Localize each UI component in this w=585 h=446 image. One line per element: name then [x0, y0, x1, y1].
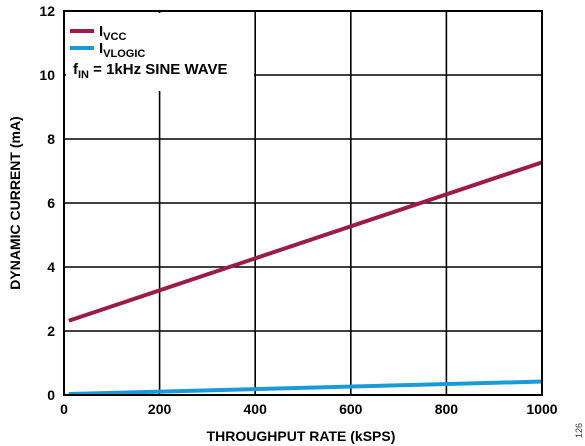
legend: IVCC IVLOGIC fIN = 1kHz SINE WAVE: [70, 23, 228, 81]
figure-reference-id: 126: [574, 423, 584, 438]
y-tick-label-0: 0: [47, 387, 55, 403]
legend-label-ivlogic: IVLOGIC: [99, 40, 145, 60]
x-tick-labels: 0 200 400 600 800 1000: [60, 401, 558, 417]
x-tick-label-4: 800: [435, 401, 459, 417]
x-tick-label-2: 400: [244, 401, 268, 417]
plot-frame: [63, 10, 543, 396]
x-tick-label-5: 1000: [526, 401, 557, 417]
y-tick-label-1: 2: [47, 323, 55, 339]
y-tick-label-3: 6: [47, 195, 55, 211]
y-tick-labels: 0 2 4 6 8 10 12: [39, 3, 55, 403]
grid-lines: [64, 11, 542, 395]
legend-label-ivcc: IVCC: [99, 23, 126, 43]
x-tick-label-3: 600: [339, 401, 363, 417]
y-tick-label-2: 4: [47, 259, 55, 275]
x-tick-label-0: 0: [60, 401, 68, 417]
series-line-ivcc: [68, 160, 543, 323]
series-line-ivlogic: [68, 379, 543, 397]
y-tick-label-4: 8: [47, 131, 55, 147]
x-axis-title: THROUGHPUT RATE (kSPS): [207, 428, 396, 444]
y-tick-label-5: 10: [39, 67, 55, 83]
condition-annotation: fIN = 1kHz SINE WAVE: [73, 61, 228, 81]
legend-background: [66, 13, 254, 91]
y-tick-label-6: 12: [39, 3, 55, 19]
series-lines: [68, 160, 543, 397]
x-tick-label-1: 200: [148, 401, 172, 417]
y-axis-title: DYNAMIC CURRENT (mA): [7, 116, 23, 289]
